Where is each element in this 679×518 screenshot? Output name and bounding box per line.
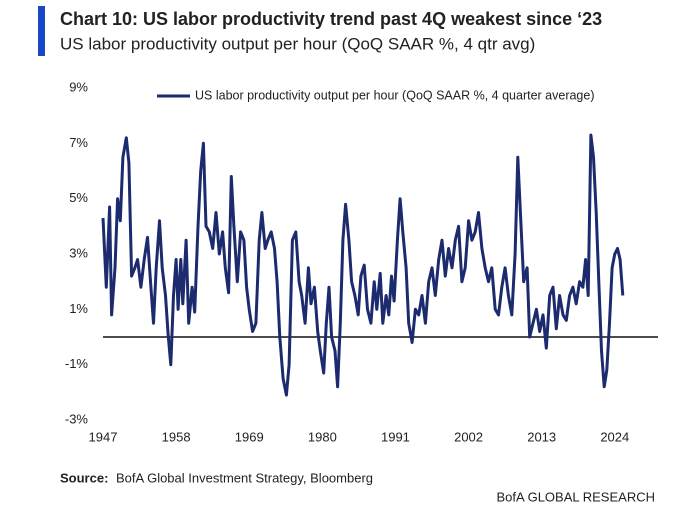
footer: BofA GLOBAL RESEARCH <box>497 489 655 504</box>
x-tick-label: 1991 <box>381 429 410 444</box>
y-tick-label: -3% <box>65 411 89 426</box>
series-line <box>101 133 625 397</box>
x-tick-label: 1969 <box>235 429 264 444</box>
title-accent <box>38 6 45 56</box>
y-tick-label: -1% <box>65 356 89 371</box>
y-tick-label: 9% <box>69 79 88 94</box>
chart-subtitle: US labor productivity output per hour (Q… <box>60 34 535 53</box>
source-label: Source: <box>60 470 108 485</box>
chart-title: Chart 10: US labor productivity trend pa… <box>60 9 602 29</box>
legend-label: US labor productivity output per hour (Q… <box>195 88 595 102</box>
source: BofA Global Investment Strategy, Bloombe… <box>116 470 373 485</box>
y-tick-label: 5% <box>69 190 88 205</box>
x-tick-label: 2024 <box>600 429 629 444</box>
y-tick-label: 7% <box>69 135 88 150</box>
x-tick-label: 2013 <box>527 429 556 444</box>
y-tick-label: 1% <box>69 301 88 316</box>
x-tick-label: 1958 <box>162 429 191 444</box>
x-tick-label: 2002 <box>454 429 483 444</box>
x-tick-label: 1980 <box>308 429 337 444</box>
x-tick-label: 1947 <box>89 429 118 444</box>
y-tick-label: 3% <box>69 245 88 260</box>
